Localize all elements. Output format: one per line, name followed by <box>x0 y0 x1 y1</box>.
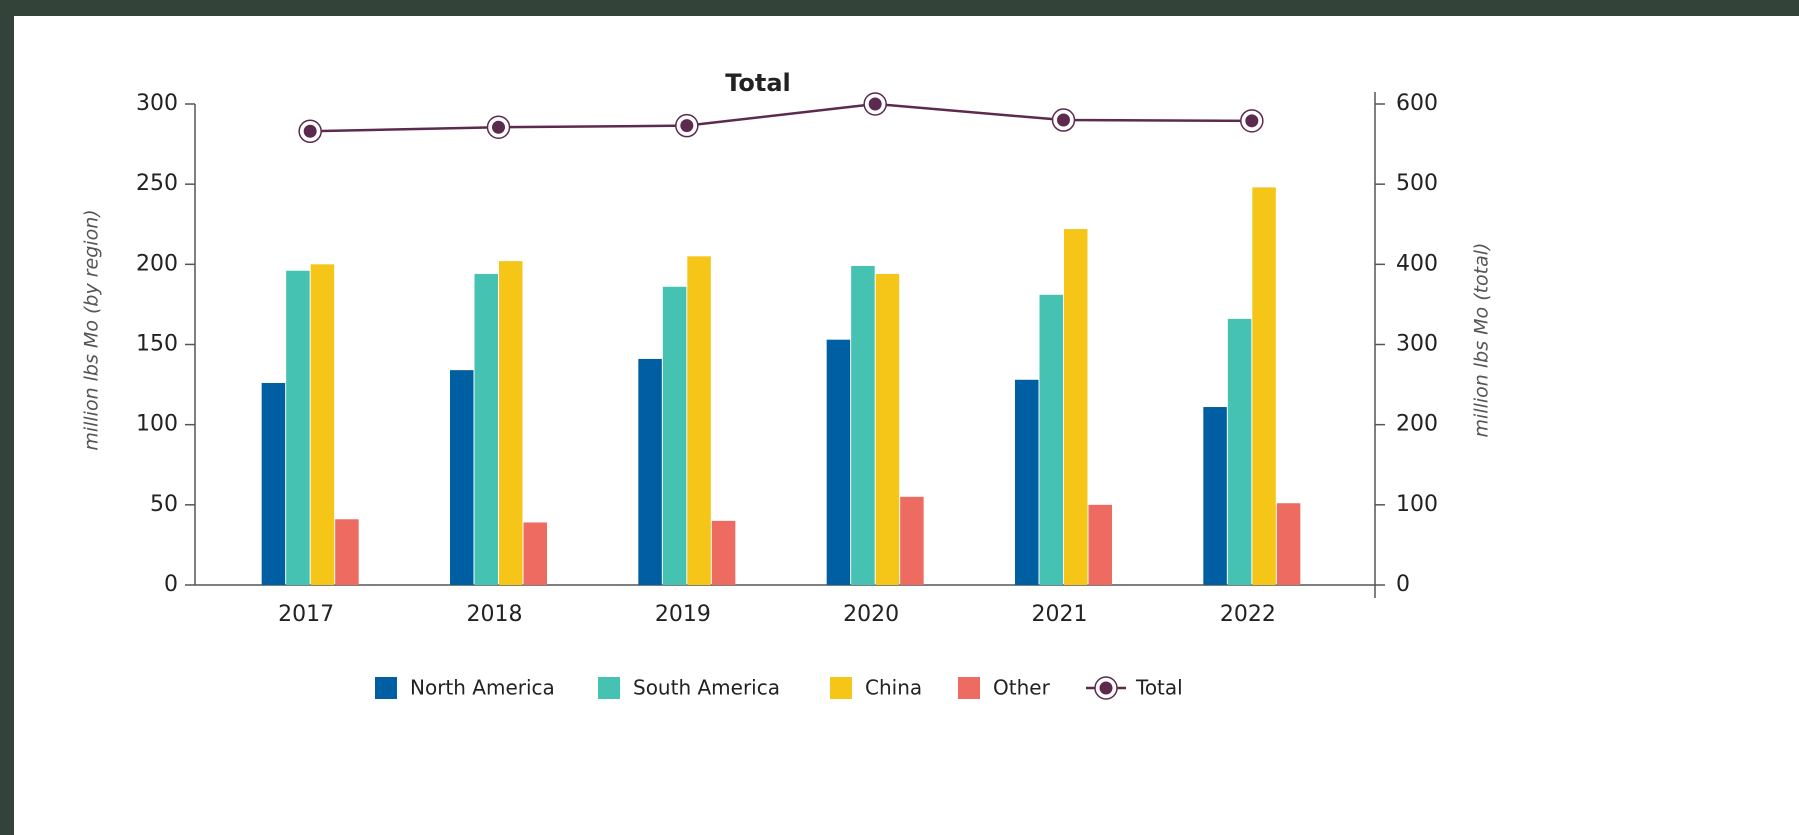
bar <box>1088 504 1112 585</box>
legend-marker <box>1099 681 1113 695</box>
total-line <box>310 102 1252 133</box>
bar <box>1227 318 1252 585</box>
legend-label: China <box>865 676 922 700</box>
legend-label: Total <box>1135 676 1183 700</box>
bar <box>875 273 900 585</box>
y-tick-label: 250 <box>136 171 178 196</box>
y2-tick-label: 500 <box>1396 171 1438 196</box>
bar <box>1203 407 1227 585</box>
x-tick-label: 2022 <box>1220 602 1276 627</box>
y2-tick-label: 300 <box>1396 332 1438 357</box>
bar <box>474 273 498 585</box>
legend-swatch <box>598 677 620 699</box>
y-tick-label: 50 <box>150 492 178 517</box>
total-marker <box>1245 114 1259 128</box>
y-tick-label: 150 <box>136 332 178 357</box>
bar <box>638 358 662 585</box>
x-tick-label: 2020 <box>843 602 899 627</box>
y2-tick-label: 600 <box>1396 91 1438 116</box>
bar <box>1276 503 1301 585</box>
y-tick-label: 300 <box>136 91 178 116</box>
bar <box>711 520 736 585</box>
total-marker <box>680 119 694 133</box>
legend-swatch <box>830 677 852 699</box>
x-tick-label: 2019 <box>655 602 711 627</box>
bar <box>261 382 286 585</box>
y-tick-label: 0 <box>164 572 178 597</box>
bar <box>286 270 310 585</box>
y2-tick-label: 0 <box>1396 572 1410 597</box>
x-tick-label: 2017 <box>278 602 334 627</box>
x-tick-label: 2021 <box>1032 602 1088 627</box>
bar <box>1015 379 1039 585</box>
bar <box>1039 294 1063 585</box>
legend-swatch <box>375 677 397 699</box>
y2-tick-label: 100 <box>1396 492 1438 517</box>
total-marker <box>868 97 882 111</box>
bar <box>523 522 547 585</box>
y2-tick-label: 400 <box>1396 251 1438 276</box>
legend-swatch <box>958 677 980 699</box>
bar <box>335 519 359 585</box>
y-tick-label: 100 <box>136 412 178 437</box>
x-tick-label: 2018 <box>467 602 523 627</box>
chart-title: Total <box>725 69 791 97</box>
y2-tick-label: 200 <box>1396 412 1438 437</box>
bar <box>900 496 924 585</box>
bar <box>687 256 711 585</box>
bar <box>450 370 474 585</box>
y-tick-label: 200 <box>136 251 178 276</box>
legend-label: Other <box>993 676 1051 700</box>
total-marker <box>492 120 505 134</box>
total-marker <box>1057 113 1070 127</box>
bar <box>662 286 687 585</box>
bar <box>826 339 851 585</box>
legend-label: South America <box>633 676 780 700</box>
bar <box>1064 229 1088 585</box>
y2-axis-label: million lbs Mo (total) <box>1471 243 1493 438</box>
total-marker <box>303 124 317 138</box>
bar <box>1252 187 1276 585</box>
bar <box>499 261 523 585</box>
y-axis-label: million lbs Mo (by region) <box>81 209 103 450</box>
legend-label: North America <box>410 676 555 700</box>
bar <box>310 264 335 585</box>
bar <box>851 265 875 585</box>
